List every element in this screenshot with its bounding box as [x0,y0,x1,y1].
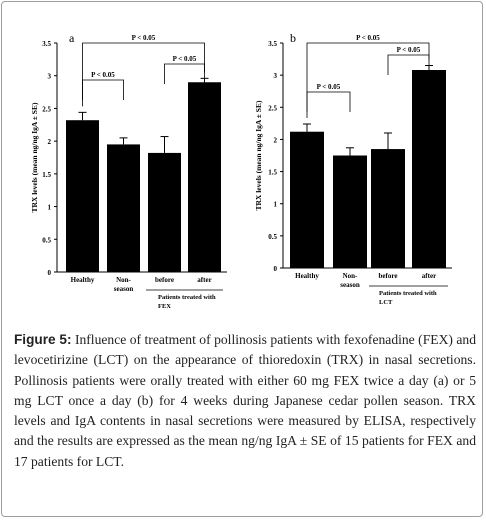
figure-caption: Figure 5: Influence of treatment of poll… [14,330,476,472]
panel-b-bar [412,70,446,268]
panel-a-significance-label: P < 0.05 [91,71,115,79]
panel-b-category-label: after [422,272,436,280]
panel-b-bar [333,156,367,269]
panel-b-significance-label: P < 0.05 [397,46,421,54]
panel-a-significance-label: P < 0.05 [132,34,156,42]
panel-a-bar [188,82,221,272]
panel-a-y-tick-label: 0 [48,269,52,277]
panel-b-significance-label: P < 0.05 [317,83,341,91]
panel-b-bar [290,132,324,268]
panel-a-significance-label: P < 0.05 [173,55,197,63]
panel-b-y-tick-label: 2.5 [268,104,277,112]
panel-a-bar [148,153,181,272]
caption-text: Influence of treatment of pollinosis pat… [14,332,476,469]
panel-a-y-tick-label: 2.5 [42,105,51,113]
panel-b-y-tick-label: 3.5 [268,40,277,48]
panel-b-y-tick-label: 0 [274,265,278,273]
panel-b-bar [371,149,405,268]
panel-b-group-label: Patients treated with [379,290,437,297]
panel-a-y-tick-label: 3 [48,73,52,81]
panel-a-significance-bracket [83,80,124,100]
panel-a-y-tick-label: 2 [48,138,52,146]
panel-a-y-axis-label: TRX levels (mean ng/ng IgA ± SE) [30,102,39,212]
panel-b-significance-label: P < 0.05 [356,34,380,42]
panel-a-panel-letter: a [69,31,75,45]
panel-a-category-label: season [114,285,134,293]
panel-a-category-label: Non- [116,276,131,284]
panel-b-category-label: season [340,281,360,289]
panel-a-y-tick-label: 1.5 [42,171,51,179]
panel-a-y-tick-label: 0.5 [42,236,51,244]
panel-a-group-label: FEX [158,303,171,310]
panel-a-category-label: after [197,276,211,284]
panel-a-significance-bracket [165,64,205,84]
panel-b-panel-letter: b [290,31,296,45]
panel-a-y-tick-label: 3.5 [42,40,51,48]
panel-b-group-label: LCT [379,299,393,306]
panel-b-y-tick-label: 3 [274,72,278,80]
panel-b-y-axis-label: TRX levels (mean ng/ng IgA ± SE) [254,100,263,210]
caption-label: Figure 5: [14,332,71,347]
panel-a-group-label: Patients treated with [158,294,216,301]
panel-a-bar [107,144,140,272]
panel-a-category-label: Healthy [71,276,95,284]
panel-b-y-tick-label: 1 [274,201,278,209]
panel-b-category-label: Non- [343,272,358,280]
panel-b-category-label: before [379,272,398,280]
panel-a-category-label: before [155,276,174,284]
panel-a-bar [66,120,99,272]
panel-b-significance-bracket [307,43,429,118]
panel-b-y-tick-label: 0.5 [268,233,277,241]
panel-b-y-tick-label: 1.5 [268,169,277,177]
panel-b-category-label: Healthy [295,272,319,280]
panel-b-significance-bracket [307,92,350,112]
panel-b-y-tick-label: 2 [274,136,278,144]
panel-a-y-tick-label: 1 [48,204,52,212]
